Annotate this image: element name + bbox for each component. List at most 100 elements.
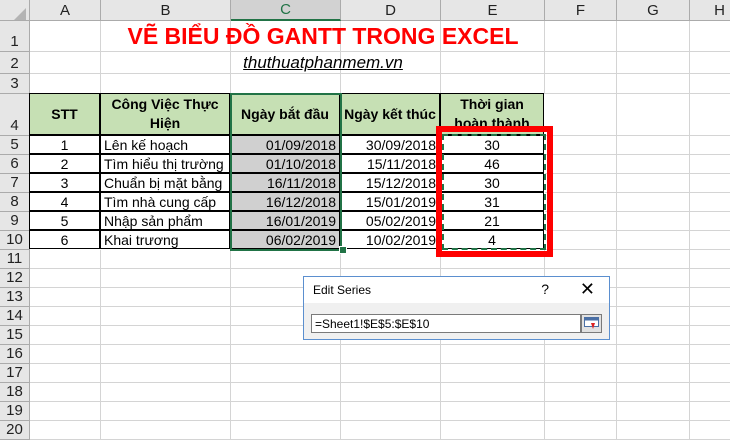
cell[interactable] bbox=[545, 155, 617, 174]
cell[interactable] bbox=[30, 307, 101, 326]
cell[interactable] bbox=[30, 383, 101, 402]
table-cell[interactable]: 6 bbox=[29, 230, 100, 249]
cell[interactable] bbox=[101, 383, 231, 402]
close-button[interactable]: ✕ bbox=[579, 279, 595, 299]
cell[interactable] bbox=[617, 174, 690, 193]
cell[interactable] bbox=[690, 402, 730, 421]
table-cell[interactable]: Nhập sản phẩm bbox=[100, 211, 230, 230]
cell[interactable] bbox=[101, 345, 231, 364]
cell[interactable] bbox=[341, 250, 441, 269]
cell[interactable] bbox=[690, 155, 730, 174]
table-cell[interactable]: 16/01/2019 bbox=[230, 211, 340, 230]
table-cell[interactable]: 5 bbox=[29, 211, 100, 230]
cell[interactable] bbox=[617, 52, 690, 74]
cell[interactable] bbox=[690, 326, 730, 345]
cell[interactable] bbox=[545, 52, 617, 74]
table-cell[interactable]: 15/01/2019 bbox=[340, 192, 440, 211]
cell[interactable] bbox=[341, 364, 441, 383]
cell[interactable] bbox=[545, 212, 617, 231]
table-cell[interactable]: 05/02/2019 bbox=[340, 211, 440, 230]
column-header-A[interactable]: A bbox=[30, 0, 101, 21]
cell[interactable] bbox=[545, 94, 617, 136]
cell[interactable] bbox=[617, 250, 690, 269]
row-header-6[interactable]: 6 bbox=[0, 155, 30, 174]
cell[interactable] bbox=[617, 383, 690, 402]
cell[interactable] bbox=[30, 288, 101, 307]
cell[interactable] bbox=[441, 52, 545, 74]
cell[interactable] bbox=[30, 326, 101, 345]
cell[interactable] bbox=[231, 364, 341, 383]
cell[interactable] bbox=[690, 364, 730, 383]
cell[interactable] bbox=[101, 421, 231, 440]
cell[interactable] bbox=[441, 383, 545, 402]
cell[interactable] bbox=[545, 174, 617, 193]
table-header[interactable]: STT bbox=[29, 93, 100, 135]
cell[interactable] bbox=[30, 402, 101, 421]
row-header-9[interactable]: 9 bbox=[0, 212, 30, 231]
cell[interactable] bbox=[545, 250, 617, 269]
table-cell[interactable]: 4 bbox=[440, 230, 544, 249]
table-cell[interactable]: 10/02/2019 bbox=[340, 230, 440, 249]
cell[interactable] bbox=[101, 269, 231, 288]
cell[interactable] bbox=[690, 52, 730, 74]
row-header-3[interactable]: 3 bbox=[0, 74, 30, 94]
row-header-17[interactable]: 17 bbox=[0, 364, 30, 383]
cell[interactable] bbox=[341, 421, 441, 440]
cell[interactable] bbox=[101, 288, 231, 307]
table-cell[interactable]: 16/11/2018 bbox=[230, 173, 340, 192]
cell[interactable] bbox=[617, 288, 690, 307]
cell[interactable] bbox=[231, 250, 341, 269]
cell[interactable] bbox=[690, 212, 730, 231]
cell[interactable] bbox=[231, 402, 341, 421]
cell[interactable] bbox=[30, 52, 101, 74]
cell[interactable] bbox=[617, 94, 690, 136]
table-cell[interactable]: 01/09/2018 bbox=[230, 135, 340, 154]
cell[interactable] bbox=[30, 345, 101, 364]
table-header[interactable]: Thời gian hoàn thành bbox=[440, 93, 544, 135]
cell[interactable] bbox=[617, 307, 690, 326]
cell[interactable] bbox=[545, 231, 617, 250]
cell[interactable] bbox=[690, 74, 730, 94]
cell[interactable] bbox=[231, 383, 341, 402]
cell[interactable] bbox=[30, 364, 101, 383]
collapse-dialog-button[interactable] bbox=[581, 314, 602, 333]
cell[interactable] bbox=[101, 402, 231, 421]
row-header-13[interactable]: 13 bbox=[0, 288, 30, 307]
cell[interactable] bbox=[690, 307, 730, 326]
row-header-18[interactable]: 18 bbox=[0, 383, 30, 402]
table-cell[interactable]: 1 bbox=[29, 135, 100, 154]
cell[interactable] bbox=[617, 74, 690, 94]
cell[interactable] bbox=[690, 21, 730, 52]
cell[interactable] bbox=[341, 402, 441, 421]
table-cell[interactable]: 30/09/2018 bbox=[340, 135, 440, 154]
table-cell[interactable]: 4 bbox=[29, 192, 100, 211]
cell[interactable] bbox=[441, 21, 545, 52]
cell[interactable] bbox=[690, 193, 730, 212]
table-cell[interactable]: 3 bbox=[29, 173, 100, 192]
cell[interactable] bbox=[30, 421, 101, 440]
cell[interactable] bbox=[617, 345, 690, 364]
cell[interactable] bbox=[690, 345, 730, 364]
cell[interactable] bbox=[231, 421, 341, 440]
cell[interactable] bbox=[617, 21, 690, 52]
row-header-2[interactable]: 2 bbox=[0, 52, 30, 74]
row-header-16[interactable]: 16 bbox=[0, 345, 30, 364]
cell[interactable] bbox=[101, 307, 231, 326]
table-cell[interactable]: 06/02/2019 bbox=[230, 230, 340, 249]
row-header-11[interactable]: 11 bbox=[0, 250, 30, 269]
table-cell[interactable]: Tìm nhà cung cấp bbox=[100, 192, 230, 211]
cell[interactable] bbox=[231, 21, 341, 52]
cell[interactable] bbox=[545, 326, 617, 345]
cell[interactable] bbox=[690, 288, 730, 307]
row-header-19[interactable]: 19 bbox=[0, 402, 30, 421]
series-values-input[interactable]: =Sheet1!$E$5:$E$10 bbox=[311, 314, 581, 333]
cell[interactable] bbox=[341, 52, 441, 74]
cell[interactable] bbox=[690, 269, 730, 288]
cell[interactable] bbox=[101, 21, 231, 52]
table-cell[interactable]: 21 bbox=[440, 211, 544, 230]
cell[interactable] bbox=[617, 421, 690, 440]
table-header[interactable]: Ngày kết thúc bbox=[340, 93, 440, 135]
row-header-7[interactable]: 7 bbox=[0, 174, 30, 193]
column-header-H[interactable]: H bbox=[690, 0, 730, 21]
cell[interactable] bbox=[545, 21, 617, 52]
